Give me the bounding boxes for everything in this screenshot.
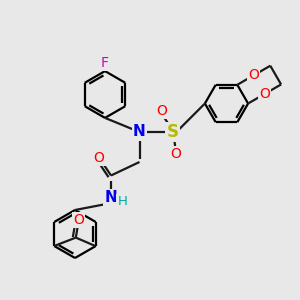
Text: N: N bbox=[105, 190, 117, 206]
Text: F: F bbox=[101, 56, 109, 70]
Text: O: O bbox=[259, 87, 270, 101]
Text: O: O bbox=[248, 68, 259, 83]
Text: S: S bbox=[167, 123, 178, 141]
Text: H: H bbox=[118, 195, 127, 208]
Text: N: N bbox=[133, 124, 146, 140]
Text: O: O bbox=[157, 104, 167, 118]
Text: O: O bbox=[74, 213, 84, 227]
Text: O: O bbox=[170, 148, 181, 161]
Text: O: O bbox=[94, 151, 104, 164]
